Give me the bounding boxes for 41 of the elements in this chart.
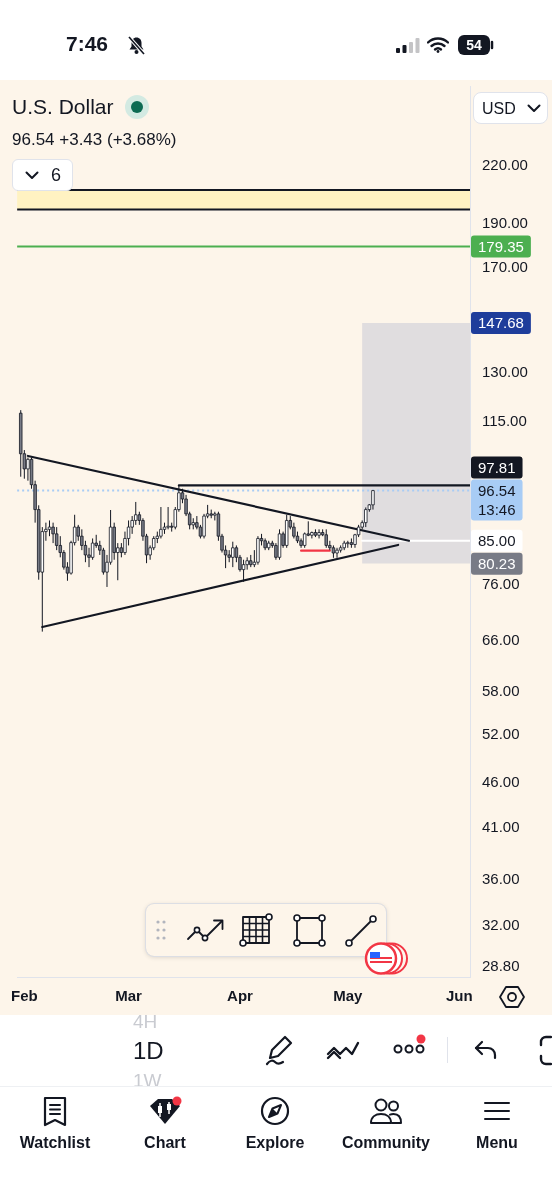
annotation: 13:46 bbox=[478, 500, 516, 518]
text: Community bbox=[341, 1133, 431, 1153]
text: Explore bbox=[244, 1133, 306, 1153]
dropdown-button[interactable]: 6 bbox=[12, 159, 73, 191]
annotation: 80.23 bbox=[478, 554, 516, 572]
x-tick-label: Apr bbox=[227, 987, 254, 1005]
annotation: 6 bbox=[51, 165, 62, 186]
y-tick-label: 170.00 bbox=[482, 257, 528, 275]
y-tick-label: 130.00 bbox=[482, 363, 528, 381]
text: 96.54 +3.43 (+3.68%) bbox=[12, 129, 177, 151]
y-tick-label: 41.00 bbox=[482, 818, 520, 836]
text: Chart bbox=[143, 1133, 187, 1153]
candlestick bbox=[317, 528, 321, 539]
chart-title: U.S. Dollar bbox=[12, 94, 114, 120]
text: Watchlist bbox=[18, 1133, 92, 1153]
y-tick-label: 115.00 bbox=[482, 411, 527, 429]
y-tick-label: 36.00 bbox=[482, 869, 520, 887]
text: 1D bbox=[133, 1037, 164, 1064]
annotation: 147.68 bbox=[478, 314, 524, 332]
x-tick-label: Feb bbox=[11, 987, 38, 1005]
data-label: 85.00 bbox=[478, 531, 516, 549]
text: 54 bbox=[458, 35, 490, 55]
y-tick-label: 32.00 bbox=[482, 915, 520, 933]
x-tick-label: May bbox=[333, 987, 364, 1005]
y-tick-label: 28.80 bbox=[482, 957, 520, 975]
y-tick-label: 220.00 bbox=[482, 156, 528, 174]
y-tick-label: 52.00 bbox=[482, 724, 520, 742]
y-tick-label: 76.00 bbox=[482, 575, 520, 593]
text: 7:46 bbox=[66, 32, 109, 56]
ref-line-label: 179.35 bbox=[478, 237, 524, 255]
y-tick-label: 46.00 bbox=[482, 772, 520, 790]
y-tick-label: 190.00 bbox=[482, 213, 528, 231]
y-tick-label: 66.00 bbox=[482, 630, 520, 648]
candlestick bbox=[256, 535, 260, 566]
x-tick-label: Mar bbox=[115, 987, 143, 1005]
y-tick-label: 58.00 bbox=[482, 681, 520, 699]
ref-line-label: 96.54 bbox=[478, 481, 516, 499]
text: Menu bbox=[475, 1133, 519, 1153]
data-label: 97.81 bbox=[478, 458, 516, 476]
dropdown-button[interactable]: USD bbox=[473, 92, 548, 124]
x-tick-label: Jun bbox=[445, 987, 473, 1005]
